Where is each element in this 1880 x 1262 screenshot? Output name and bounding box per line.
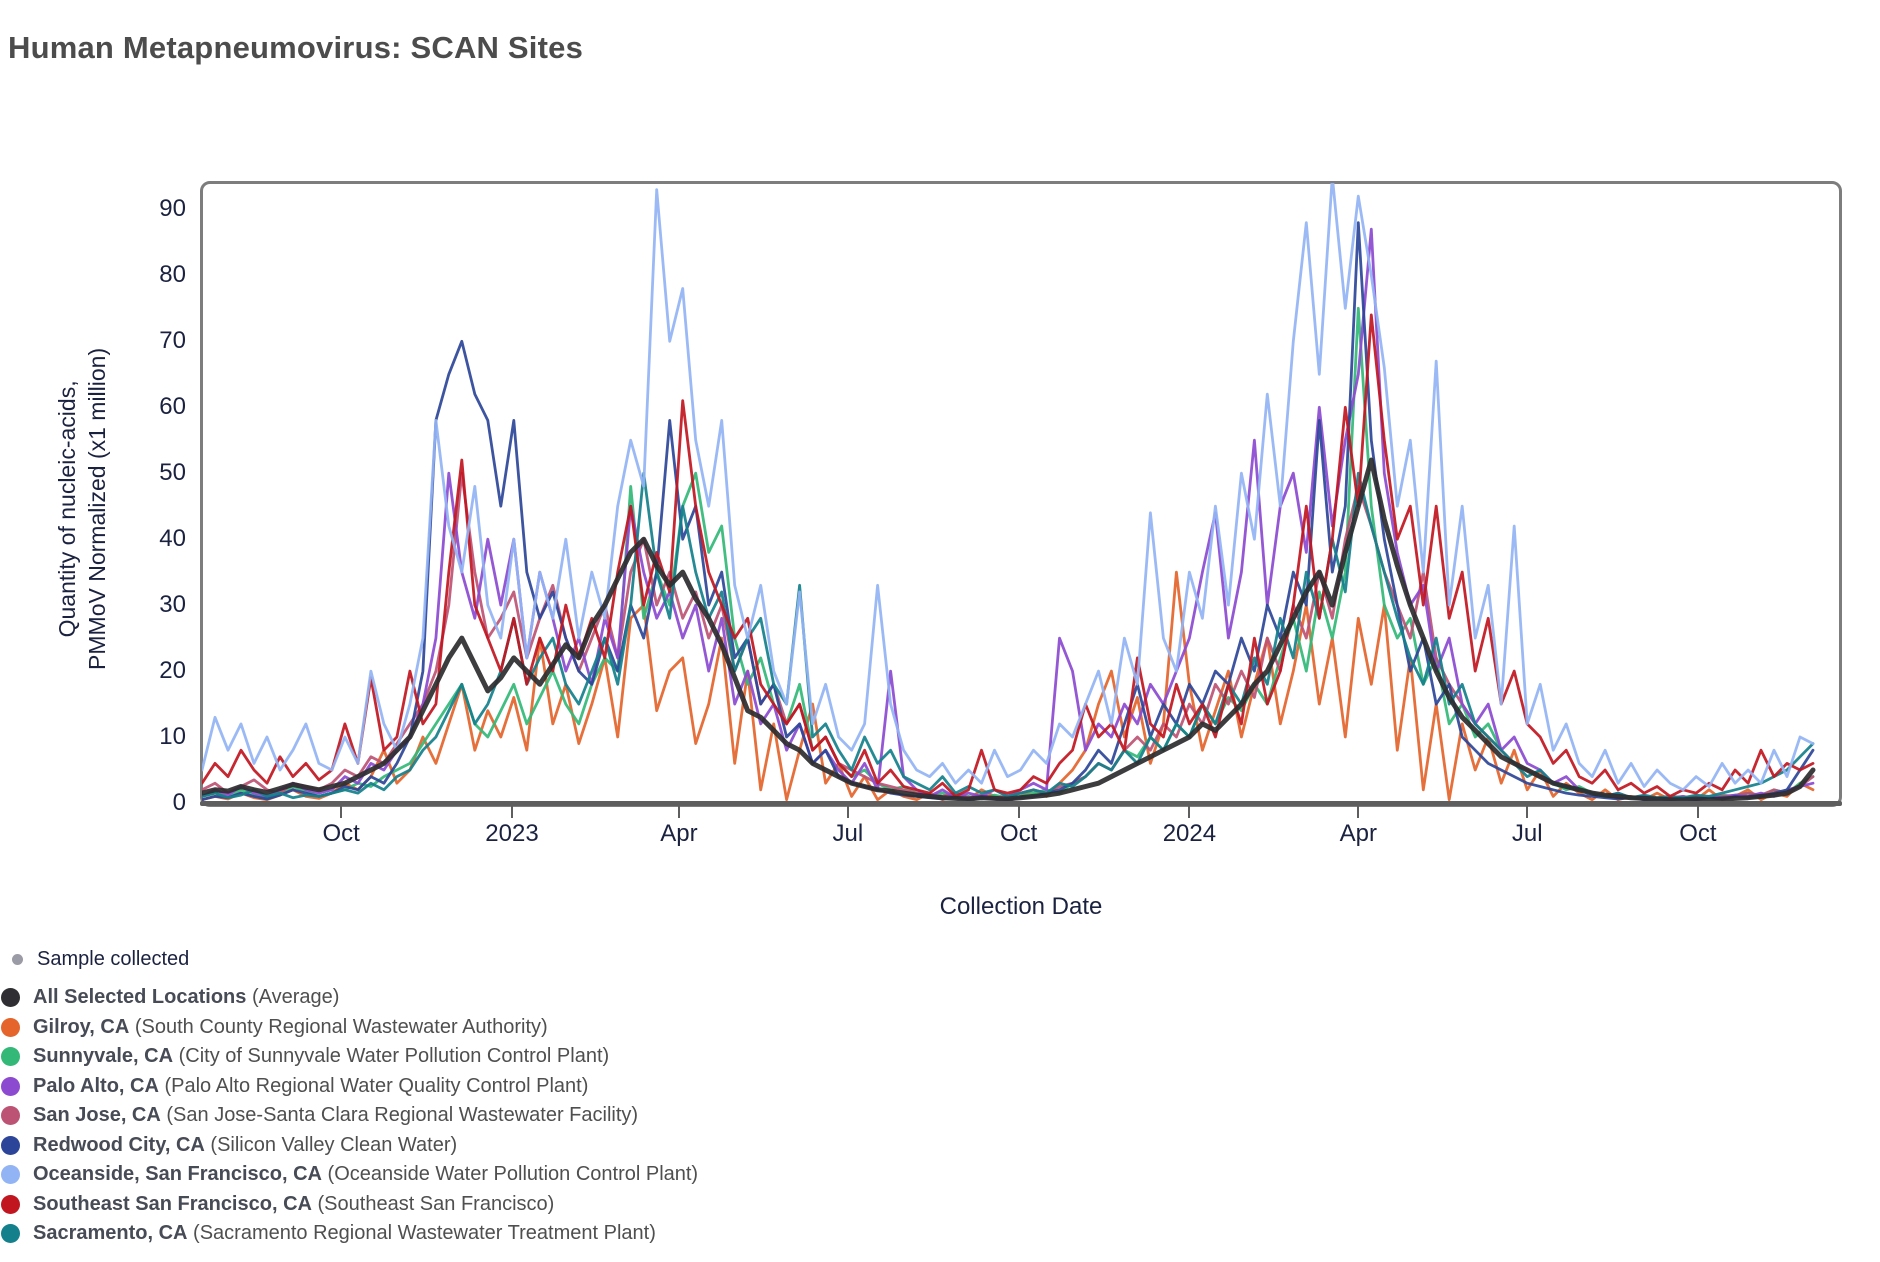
sample-collected-dot-icon xyxy=(12,953,23,965)
x-tick-mark xyxy=(1526,806,1529,818)
x-tick-label: Jul xyxy=(1511,820,1543,847)
x-tick-label: Apr xyxy=(660,820,698,847)
legend-detail: (Palo Alto Regional Water Quality Contro… xyxy=(158,1074,589,1097)
legend-detail: (Sacramento Regional Wastewater Treatmen… xyxy=(187,1222,656,1245)
legend-name: San Jose, CA xyxy=(33,1104,161,1127)
series-line-southeast-san-francisco-ca xyxy=(202,313,1815,798)
x-tick-label: 2023 xyxy=(485,820,539,847)
legend-name: All Selected Locations xyxy=(33,986,247,1009)
x-tick-mark xyxy=(1017,806,1020,818)
legend-row-oceanside-san-francisco: Oceanside, San Francisco, CA (Oceanside … xyxy=(0,1160,698,1190)
x-axis-line xyxy=(200,801,1842,806)
legend-name: Sacramento, CA xyxy=(33,1222,188,1245)
legend-name: Palo Alto, CA xyxy=(33,1074,159,1097)
x-axis-title: Collection Date xyxy=(939,893,1103,920)
legend-items: All Selected Locations (Average) Gilroy,… xyxy=(0,983,698,1249)
legend-dot-icon xyxy=(1,1194,20,1214)
y-tick-label: 50 xyxy=(159,459,186,487)
legend-dot-icon xyxy=(1,1224,20,1244)
legend-row-palo-alto: Palo Alto, CA (Palo Alto Regional Water … xyxy=(0,1072,698,1102)
series-line-oceanside-san-francisco-ca xyxy=(202,183,1815,792)
y-tick-label: 20 xyxy=(159,657,186,685)
legend-detail: (San Jose-Santa Clara Regional Wastewate… xyxy=(160,1104,639,1127)
legend-dot-icon xyxy=(1,1135,20,1155)
x-tick-label: 2024 xyxy=(1162,820,1217,847)
legend-name: Redwood City, CA xyxy=(33,1133,205,1156)
legend-dot-icon xyxy=(1,988,20,1008)
y-tick-label: 90 xyxy=(159,195,186,223)
legend-name: Gilroy, CA xyxy=(33,1015,130,1038)
y-tick-label: 70 xyxy=(159,327,186,355)
legend-row-gilroy: Gilroy, CA (South County Regional Wastew… xyxy=(0,1013,698,1043)
legend-row-southeast-san-francisco: Southeast San Francisco, CA (Southeast S… xyxy=(0,1190,698,1220)
legend-row-redwood-city: Redwood City, CA (Silicon Valley Clean W… xyxy=(0,1131,698,1161)
x-tick-label: Oct xyxy=(322,820,360,847)
x-tick-mark xyxy=(1188,806,1191,818)
legend-dot-icon xyxy=(1,1047,20,1067)
y-tick-label: 0 xyxy=(172,789,186,816)
y-tick-label: 30 xyxy=(159,591,186,619)
x-tick-label: Oct xyxy=(1000,820,1038,847)
legend-detail: (South County Regional Wastewater Author… xyxy=(129,1015,548,1038)
x-tick-mark xyxy=(677,806,680,818)
legend-row-all-selected-locations: All Selected Locations (Average) xyxy=(0,983,698,1013)
y-tick-label: 60 xyxy=(159,393,186,421)
legend-dot-icon xyxy=(1,1106,20,1126)
sample-collected-label: Sample collected xyxy=(37,947,190,970)
legend-name: Southeast San Francisco, CA xyxy=(33,1192,312,1215)
legend-detail: (Oceanside Water Pollution Control Plant… xyxy=(322,1163,699,1186)
page-title: Human Metapneumovirus: SCAN Sites xyxy=(8,30,584,65)
x-tick-mark xyxy=(340,806,343,818)
legend-dot-icon xyxy=(1,1017,20,1037)
x-tick-label: Apr xyxy=(1339,820,1377,847)
legend-detail: (Southeast San Francisco) xyxy=(311,1192,555,1215)
series-line-gilroy-ca xyxy=(202,570,1815,802)
legend-dot-icon xyxy=(1,1165,20,1185)
legend-name: Sunnyvale, CA xyxy=(33,1045,174,1068)
x-tick-mark xyxy=(846,806,849,818)
series-line-sacramento-ca xyxy=(202,471,1815,800)
x-tick-mark xyxy=(1357,806,1360,818)
y-tick-label: 80 xyxy=(159,261,186,289)
x-tick-label: Oct xyxy=(1679,820,1717,847)
x-tick-label: Jul xyxy=(832,820,864,847)
legend-sample-row: Sample collected xyxy=(0,945,189,973)
y-tick-label: 40 xyxy=(159,525,186,553)
legend-row-san-jose: San Jose, CA (San Jose-Santa Clara Regio… xyxy=(0,1101,698,1131)
series-line-all-selected-locations xyxy=(202,457,1816,803)
x-tick-mark xyxy=(1696,806,1699,818)
legend-name: Oceanside, San Francisco, CA xyxy=(33,1163,322,1186)
legend-row-sacramento: Sacramento, CA (Sacramento Regional Wast… xyxy=(0,1219,698,1249)
legend-detail: (Silicon Valley Clean Water) xyxy=(204,1133,458,1156)
legend-detail: (Average) xyxy=(246,986,340,1009)
x-tick-mark xyxy=(510,806,513,818)
legend-dot-icon xyxy=(1,1076,20,1096)
legend-row-sunnyvale: Sunnyvale, CA (City of Sunnyvale Water P… xyxy=(0,1042,698,1072)
y-tick-label: 10 xyxy=(159,723,186,751)
chart-svg xyxy=(202,183,1816,803)
legend-detail: (City of Sunnyvale Water Pollution Contr… xyxy=(173,1045,610,1068)
